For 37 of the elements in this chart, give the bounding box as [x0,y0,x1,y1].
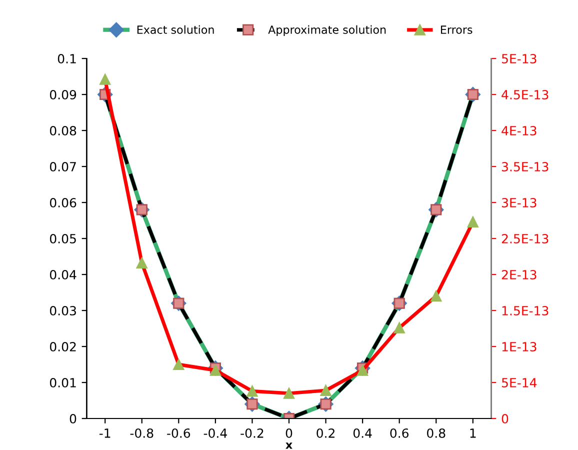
x-axis-title: x [286,442,292,449]
y2-tick-label: 1E-13 [502,342,536,352]
y2-tick-label: 0 [502,414,508,424]
y2-tick-label: 5E-13 [502,54,536,64]
x-tick-label: 0.6 [390,428,408,438]
x-tick-label: 0.8 [427,428,446,438]
y2-tick-label: 2E-13 [502,270,536,280]
legend-label: Approximate solution [268,25,386,36]
y-tick-label: 0.02 [50,342,76,352]
x-tick-label: 0 [286,428,292,438]
x-tick-label: 0.2 [316,428,334,438]
y-tick-label: 0.07 [50,162,76,172]
y2-tick-label: 1.5E-13 [502,306,548,316]
x-tick-label: -0.6 [167,428,190,438]
y-tick-label: 0.04 [50,270,76,280]
x-tick-label: -0.8 [130,428,154,438]
y-tick-label: 0.09 [50,90,76,100]
y-tick-label: 0.01 [50,378,76,388]
x-tick-label: 0.4 [353,428,372,438]
y2-tick-label: 4.5E-13 [502,90,548,100]
y-tick-label: 0 [70,414,76,424]
y2-tick-label: 2.5E-13 [502,234,548,244]
legend-label: Exact solution [137,25,214,34]
y-tick-label: 0.06 [50,198,76,208]
legend-label: Errors [440,26,472,34]
y-tick-label: 0.05 [50,234,76,244]
y-tick-label: 0.08 [50,126,76,136]
x-tick-label: -1 [99,428,110,438]
y-tick-label: 0.1 [58,54,76,64]
y2-tick-label: 3E-13 [502,198,536,208]
y-tick-label: 0.03 [50,306,76,316]
y2-tick-label: 3.5E-13 [502,162,548,172]
x-tick-label: -0.2 [240,428,264,438]
x-tick-label: -0.4 [204,428,227,438]
x-tick-label: 1 [470,428,476,438]
y2-tick-label: 4E-13 [502,126,536,136]
y2-tick-label: 5E-14 [502,378,537,388]
